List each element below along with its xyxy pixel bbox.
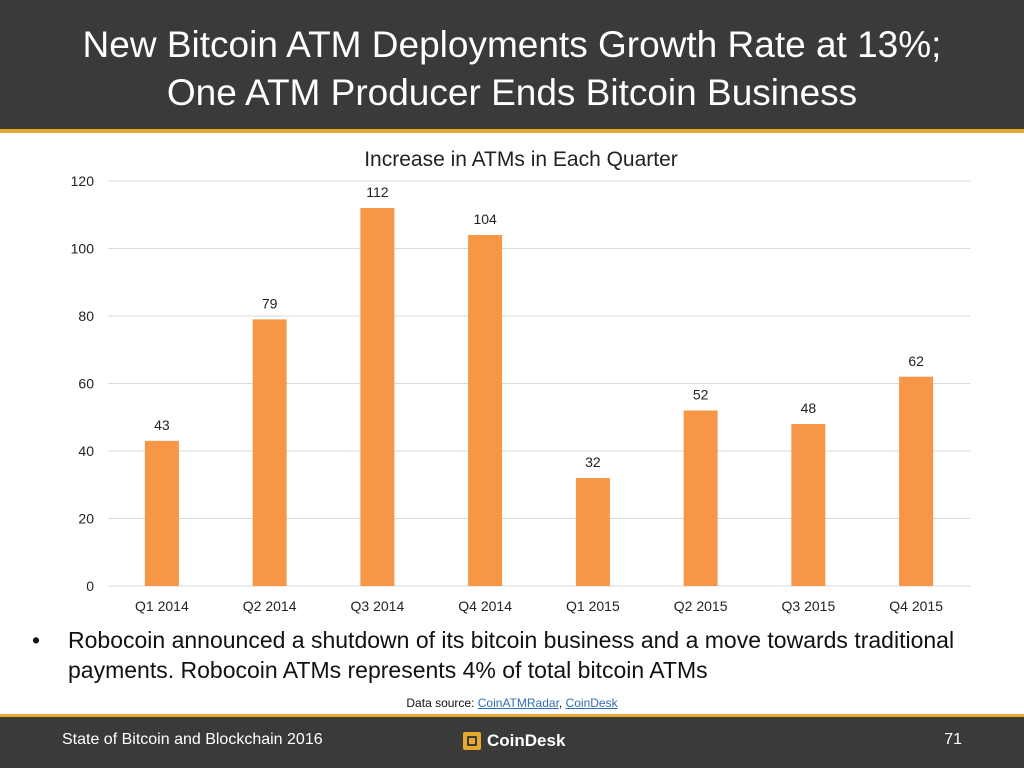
x-tick-label: Q1 2014 (135, 598, 189, 614)
footer-deck-title: State of Bitcoin and Blockchain 2016 (62, 731, 323, 748)
bar (252, 319, 287, 586)
data-label: 112 (366, 184, 389, 200)
header-accent-stripe (0, 129, 1024, 133)
y-tick-label: 40 (78, 443, 94, 459)
bullet-marker: • (32, 627, 41, 653)
data-source-note: Data source: CoinATMRadar, CoinDesk (0, 696, 1024, 710)
x-tick-label: Q4 2014 (458, 598, 512, 614)
coindesk-logo-icon (463, 732, 481, 750)
data-label: 32 (585, 454, 601, 470)
y-tick-label: 80 (78, 308, 94, 324)
page-number: 71 (944, 731, 962, 748)
coindesk-logo: CoinDesk (463, 730, 565, 752)
coindesk-link[interactable]: CoinDesk (565, 696, 618, 710)
x-tick-label: Q1 2015 (566, 598, 620, 614)
slide-title-line-2: One ATM Producer Ends Bitcoin Business (166, 72, 858, 113)
x-tick-label: Q4 2015 (889, 598, 943, 614)
data-label: 79 (262, 295, 278, 311)
bars (144, 208, 934, 586)
gridlines (108, 180, 970, 587)
brand-name: CoinDesk (487, 731, 566, 750)
y-tick-label: 0 (86, 578, 94, 594)
bar (683, 410, 718, 586)
data-label: 48 (801, 400, 817, 416)
bar (575, 478, 610, 586)
footer-bar: State of Bitcoin and Blockchain 2016 Coi… (0, 714, 1024, 768)
bar (791, 424, 826, 586)
x-tick-label: Q2 2015 (674, 598, 728, 614)
data-label: 104 (473, 211, 497, 227)
chart-title: Increase in ATMs in Each Quarter (364, 148, 678, 171)
bullet-text: Robocoin announced a shutdown of its bit… (68, 627, 955, 683)
x-tick-label: Q2 2014 (243, 598, 297, 614)
data-label: 62 (908, 353, 924, 369)
title-banner (0, 0, 1024, 130)
x-tick-label: Q3 2015 (782, 598, 836, 614)
y-tick-label: 120 (71, 173, 95, 189)
bar-chart: Increase in ATMs in Each Quarter 0 20 40 60… (71, 148, 970, 614)
y-tick-label: 100 (71, 241, 95, 257)
data-label: 43 (154, 417, 170, 433)
y-tick-label: 60 (78, 376, 94, 392)
bar (899, 376, 934, 586)
bar (144, 440, 179, 586)
y-tick-label: 20 (78, 511, 94, 527)
data-label: 52 (693, 387, 709, 403)
bar (360, 208, 395, 586)
footer-accent-stripe (0, 714, 1024, 717)
slide-title-line-1: New Bitcoin ATM Deployments Growth Rate … (82, 24, 942, 65)
source-prefix: Data source: (406, 696, 478, 710)
coinatmradar-link[interactable]: CoinATMRadar (477, 696, 559, 710)
data-labels: 43 79 112 104 32 52 48 62 (154, 184, 924, 470)
x-tick-label: Q3 2014 (351, 598, 405, 614)
bar (468, 235, 503, 586)
source-separator: , (558, 696, 566, 710)
x-axis-tick-labels: Q1 2014 Q2 2014 Q3 2014 Q4 2014 Q1 2015 Q2 20… (135, 598, 943, 614)
y-axis-tick-labels: 0 20 40 60 80 100 120 (71, 173, 95, 594)
